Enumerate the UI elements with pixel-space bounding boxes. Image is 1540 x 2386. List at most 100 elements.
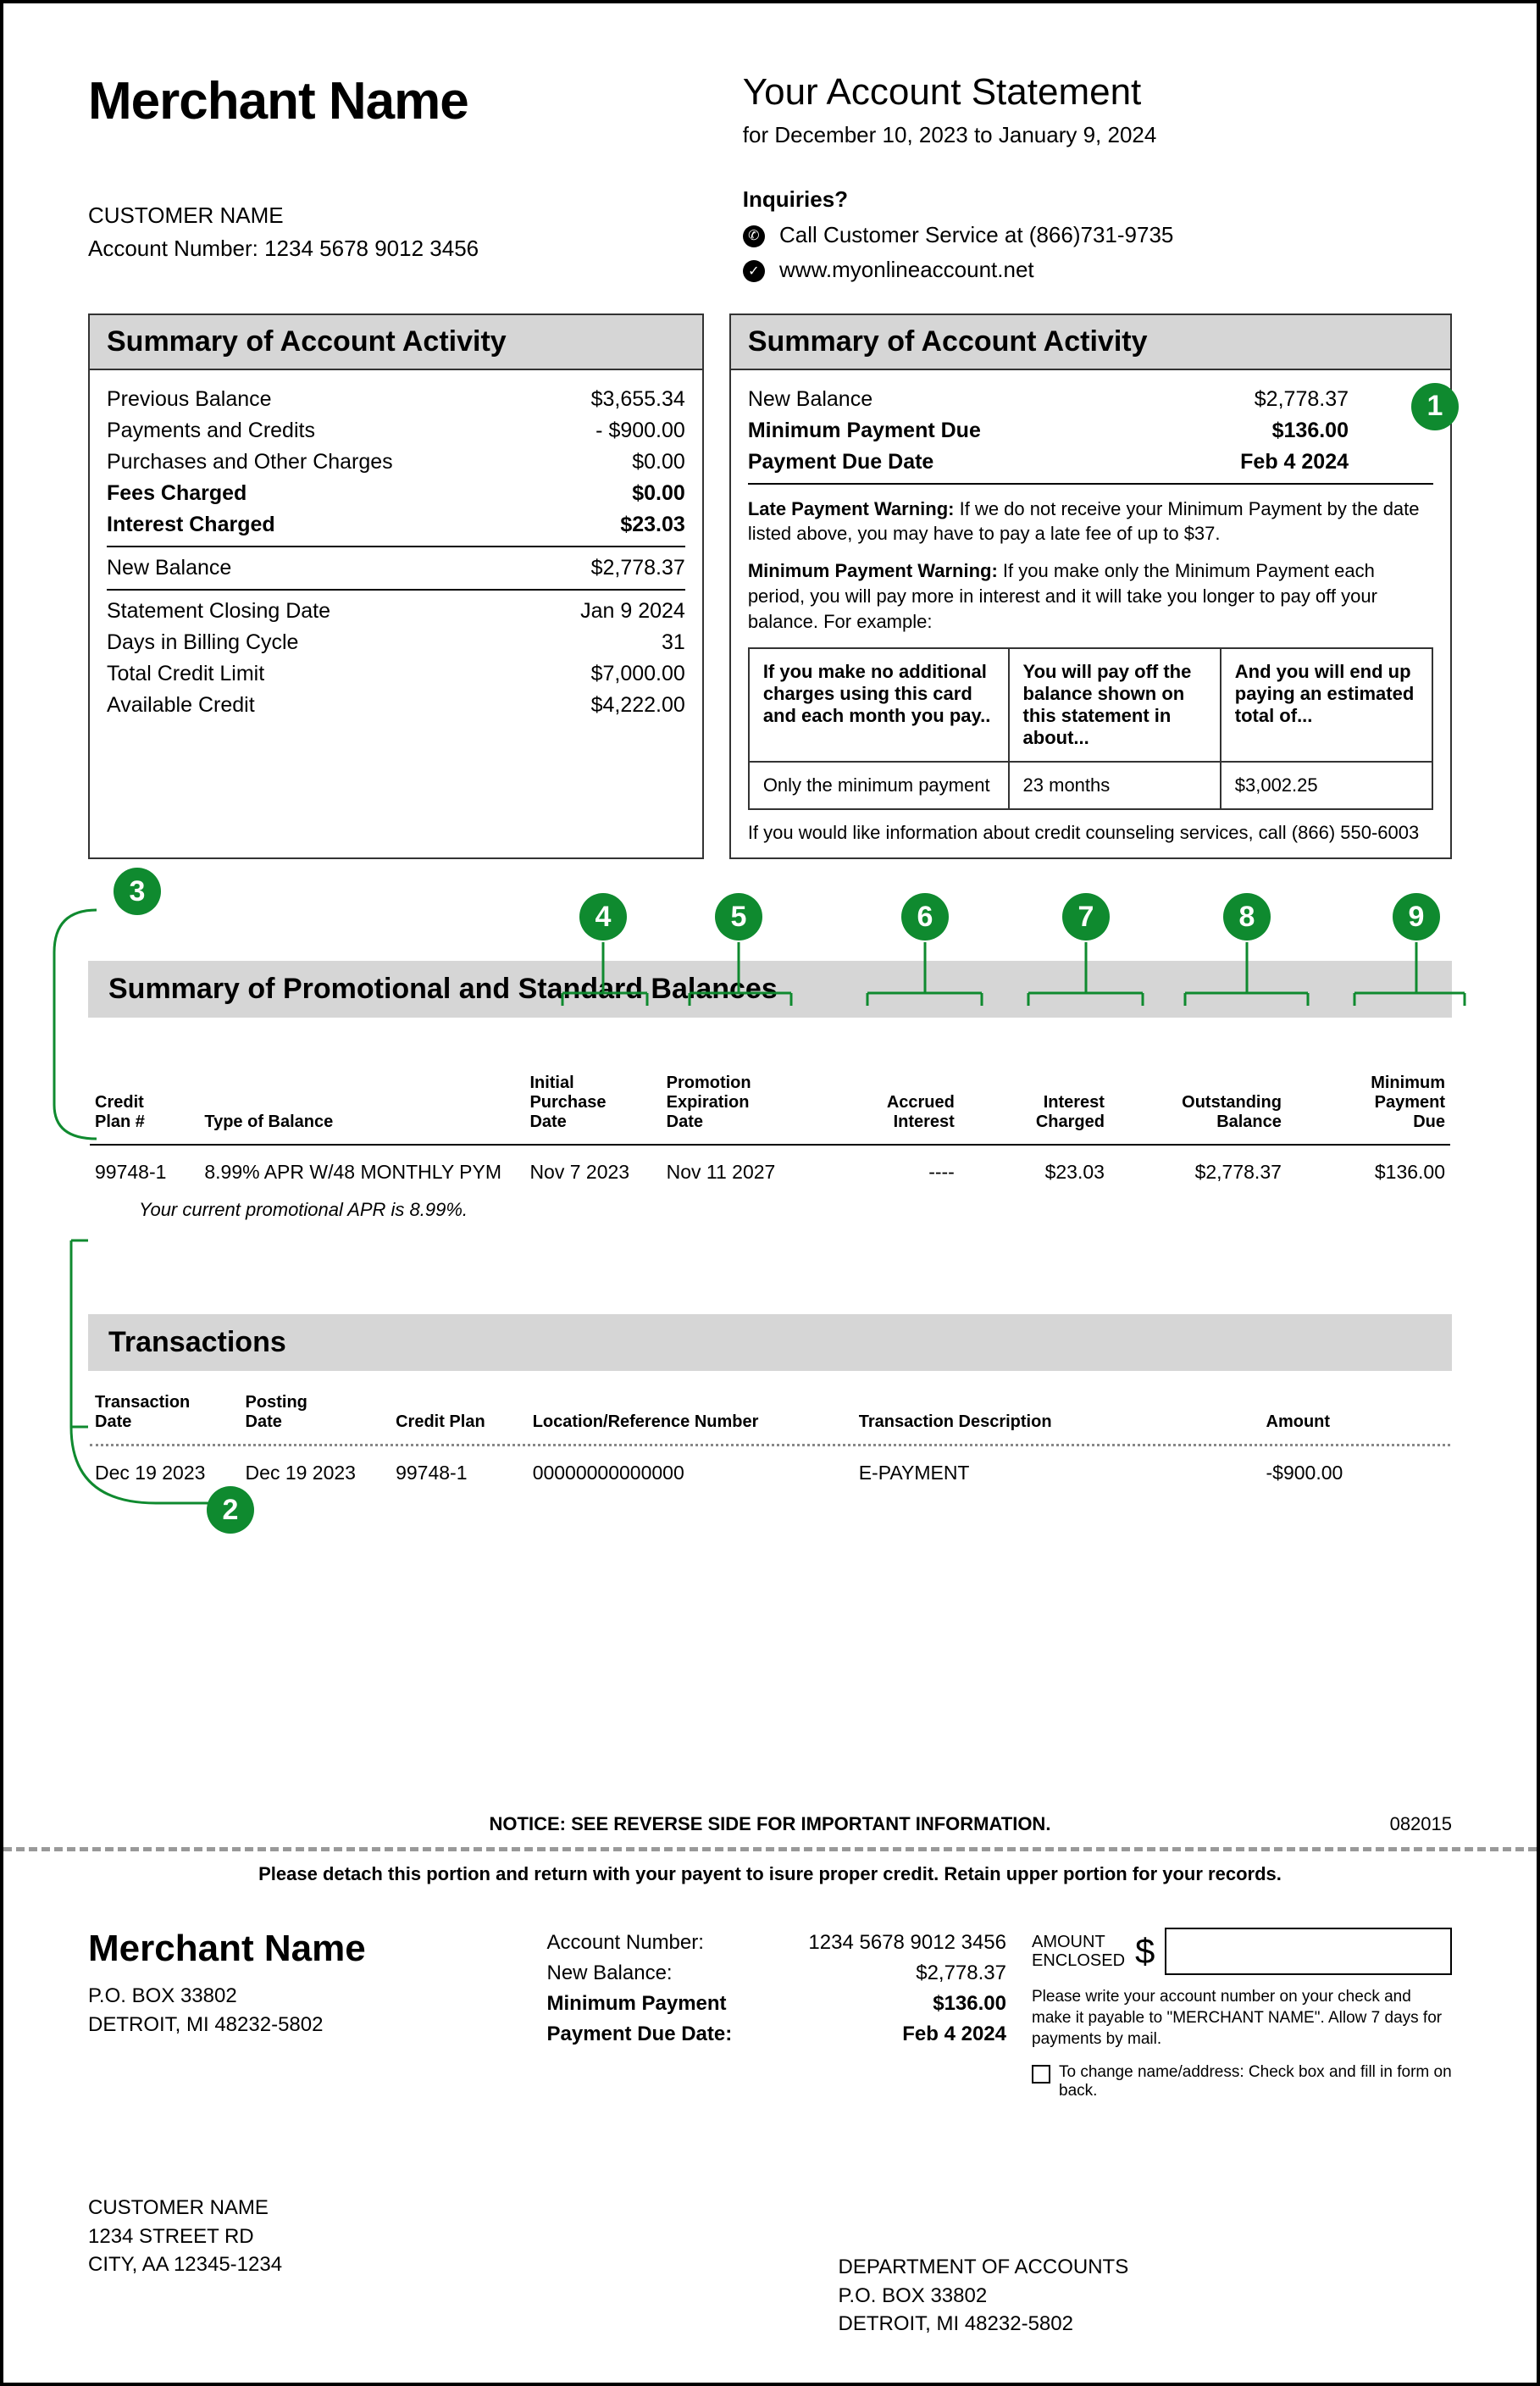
badge-2: 2 <box>207 1486 254 1534</box>
stub-right: AMOUNT ENCLOSED $ Please write your acco… <box>1032 1928 1452 2100</box>
late-warning-label: Late Payment Warning: <box>748 498 955 519</box>
stub-merchant: Merchant Name <box>88 1928 522 1970</box>
customer-name: CUSTOMER NAME <box>88 199 743 232</box>
summary-left-rows: Previous Balance $3,655.34 Payments and Cr… <box>107 384 685 541</box>
new-balance-value: $2,778.37 <box>591 556 685 580</box>
summary-right-body: New Balance$2,778.37Minimum Payment Due$… <box>731 370 1450 857</box>
amount-enclosed-label: AMOUNT ENCLOSED <box>1032 1933 1125 1970</box>
summary-left-footer: Statement Closing Date Jan 9 2024 Days in … <box>107 596 685 721</box>
row-value: $23.03 <box>620 513 684 537</box>
promo-init: Nov 7 2023 <box>524 1156 659 1189</box>
inquiries-phone-line: ✆ Call Customer Service at (866)731-9735 <box>743 218 1452 253</box>
row-label: New Balance <box>748 387 872 412</box>
transactions-title: Transactions <box>88 1314 1452 1371</box>
promo-plan: 99748-1 <box>90 1156 197 1189</box>
mail-dept2: P.O. BOX 33802 <box>839 2282 1453 2311</box>
statement-page: Merchant Name CUSTOMER NAME Account Numb… <box>0 0 1540 2386</box>
stub-rows: Account Number:1234 5678 9012 3456 New Ba… <box>547 1928 1007 2050</box>
phone-icon: ✆ <box>743 225 765 247</box>
notice-row: NOTICE: SEE REVERSE SIDE FOR IMPORTANT I… <box>88 1813 1452 1835</box>
promo-header-row: Credit Plan # Type of Balance Initial Pu… <box>90 1070 1450 1139</box>
promo-charged: $23.03 <box>961 1156 1110 1189</box>
stub-left: Merchant Name P.O. BOX 33802 DETROIT, MI… <box>88 1928 522 2100</box>
statement-range: for December 10, 2023 to January 9, 2024 <box>743 122 1452 148</box>
credit-counsel-note: If you would like information about cred… <box>748 822 1433 844</box>
row-label: Previous Balance <box>107 387 272 412</box>
row-value: 31 <box>662 630 685 655</box>
row-value: 1234 5678 9012 3456 <box>808 1931 1006 1955</box>
promo-h-type: Type of Balance <box>199 1070 523 1139</box>
new-balance-label: New Balance <box>107 556 231 580</box>
row-line: Minimum Payment Due$136.00 <box>748 415 1349 447</box>
promo-h-outstanding: Outstanding Balance <box>1111 1070 1287 1139</box>
row-value: $4,222.00 <box>591 693 685 718</box>
transactions-table: Transaction Date Posting Date Credit Pla… <box>88 1388 1452 1491</box>
row-label: Interest Charged <box>107 513 275 537</box>
row-line: Interest Charged $23.03 <box>107 509 685 541</box>
divider <box>748 483 1433 485</box>
row-line: Total Credit Limit$7,000.00 <box>107 658 685 690</box>
promo-table: Credit Plan # Type of Balance Initial Pu… <box>88 1068 1452 1190</box>
warn-h3: And you will end up paying an estimated … <box>1221 648 1432 762</box>
row-line: Account Number:1234 5678 9012 3456 <box>547 1928 1007 1958</box>
row-line: Statement Closing Date Jan 9 2024 <box>107 596 685 627</box>
row-value: Jan 9 2024 <box>580 599 685 624</box>
header-left: Merchant Name CUSTOMER NAME Account Numb… <box>88 71 743 288</box>
row-value: - $900.00 <box>596 419 685 443</box>
promo-note: Your current promotional APR is 8.99%. <box>88 1190 1452 1221</box>
warn-h2: You will pay off the balance shown on th… <box>1009 648 1221 762</box>
web-text: www.myonlineaccount.net <box>779 257 1034 282</box>
promo-exp: Nov 11 2027 <box>662 1156 810 1189</box>
amount-enclosed-row: AMOUNT ENCLOSED $ <box>1032 1928 1452 1975</box>
customer-mailing: CUSTOMER NAME 1234 STREET RD CITY, AA 12… <box>88 2194 839 2339</box>
summary-right-box: 1 Summary of Account Activity New Balanc… <box>729 314 1452 859</box>
promo-h-init: Initial Purchase Date <box>524 1070 659 1139</box>
row-label: New Balance: <box>547 1962 673 1985</box>
change-address-checkbox[interactable] <box>1032 2065 1050 2084</box>
trans-pdate: Dec 19 2023 <box>241 1457 390 1490</box>
promo-h-plan: Credit Plan # <box>90 1070 197 1139</box>
inquiries-web-line: ✓ www.myonlineaccount.net <box>743 252 1452 288</box>
warn-h1: If you make no additional charges using … <box>749 648 1009 762</box>
trans-h-plan: Credit Plan <box>391 1390 526 1439</box>
badge-4: 4 <box>579 893 627 941</box>
trans-plan: 99748-1 <box>391 1457 526 1490</box>
promo-h-exp: Promotion Expiration Date <box>662 1070 810 1139</box>
row-line: Available Credit$4,222.00 <box>107 690 685 721</box>
promo-h-charged: Interest Charged <box>961 1070 1110 1139</box>
detach-note: Please detach this portion and return wi… <box>88 1863 1452 1885</box>
notice-code: 082015 <box>1390 1813 1452 1835</box>
header-right: Your Account Statement for December 10, … <box>743 71 1452 288</box>
row-line: Minimum Payment$136.00 <box>547 1989 1007 2019</box>
row-value: $0.00 <box>632 450 685 474</box>
row-value: $136.00 <box>1272 419 1349 443</box>
stub-addr1: P.O. BOX 33802 <box>88 1982 522 2011</box>
promo-outstanding: $2,778.37 <box>1111 1156 1287 1189</box>
row-label: Days in Billing Cycle <box>107 630 298 655</box>
row-value: $2,778.37 <box>916 1962 1006 1985</box>
promo-data-row: 99748-1 8.99% APR W/48 MONTHLY PYM Nov 7… <box>90 1156 1450 1189</box>
trans-h-pdate: Posting Date <box>241 1390 390 1439</box>
trans-amt: -$900.00 <box>1261 1457 1450 1490</box>
warning-table-head: If you make no additional charges using … <box>749 648 1432 762</box>
amount-enclosed-input[interactable] <box>1165 1928 1452 1975</box>
mail-cust-addr2: CITY, AA 12345-1234 <box>88 2250 839 2279</box>
promo-title: Summary of Promotional and Standard Bala… <box>88 961 1452 1018</box>
stub-addr2: DETROIT, MI 48232-5802 <box>88 2011 522 2039</box>
row-label: Payment Due Date <box>748 450 934 474</box>
row-value: $0.00 <box>632 481 685 506</box>
customer-block: CUSTOMER NAME Account Number: 1234 5678 … <box>88 199 743 265</box>
row-line: Payment Due Date:Feb 4 2024 <box>547 2019 1007 2050</box>
row-label: Payments and Credits <box>107 419 315 443</box>
notice-text: NOTICE: SEE REVERSE SIDE FOR IMPORTANT I… <box>490 1813 1051 1834</box>
badge-3: 3 <box>114 868 161 915</box>
late-warning: Late Payment Warning: If we do not recei… <box>748 497 1433 547</box>
new-balance-row: New Balance $2,778.37 <box>107 552 685 584</box>
row-label: Statement Closing Date <box>107 599 330 624</box>
department-mailing: DEPARTMENT OF ACCOUNTS P.O. BOX 33802 DE… <box>839 2194 1453 2339</box>
row-line: Fees Charged$0.00 <box>107 478 685 509</box>
row-value: $3,655.34 <box>591 387 685 412</box>
mailing-row: CUSTOMER NAME 1234 STREET RD CITY, AA 12… <box>88 2194 1452 2339</box>
badge-9: 9 <box>1393 893 1440 941</box>
trans-h-desc: Transaction Description <box>854 1390 1260 1439</box>
